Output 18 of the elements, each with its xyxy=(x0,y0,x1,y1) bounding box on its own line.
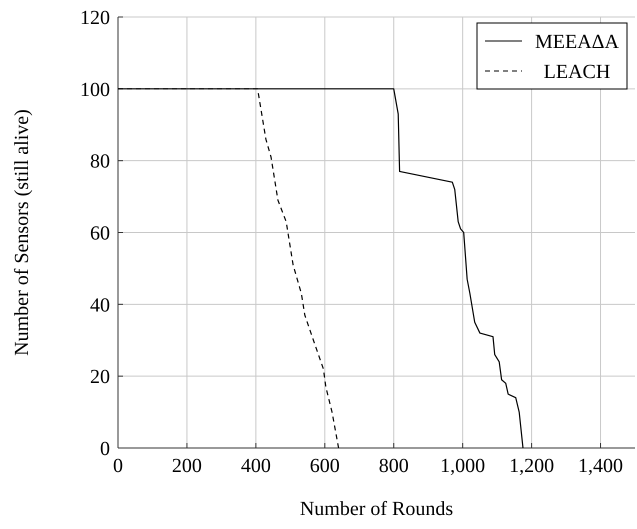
x-tick-label: 800 xyxy=(378,455,409,477)
y-axis-title: Number of Sensors (still alive) xyxy=(11,109,33,356)
x-tick-label: 200 xyxy=(172,455,202,477)
x-tick-label: 600 xyxy=(310,455,340,477)
y-tick-label: 100 xyxy=(80,78,110,101)
y-tick-label: 0 xyxy=(100,438,110,460)
y-tick-label: 40 xyxy=(90,294,110,316)
legend-label: LEACH xyxy=(544,61,610,83)
x-tick-label: 400 xyxy=(240,455,271,477)
y-tick-label: 120 xyxy=(80,7,110,29)
x-tick-label: 1,000 xyxy=(440,455,486,477)
y-tick-label: 80 xyxy=(90,150,110,173)
x-tick-label: 1,400 xyxy=(578,455,624,477)
x-axis-title: Number of Rounds xyxy=(300,498,454,520)
x-tick-label: 1,200 xyxy=(509,455,554,477)
y-tick-label: 20 xyxy=(90,366,110,388)
y-tick-label: 60 xyxy=(90,222,110,244)
legend-label: MEEAΔA xyxy=(535,31,620,53)
